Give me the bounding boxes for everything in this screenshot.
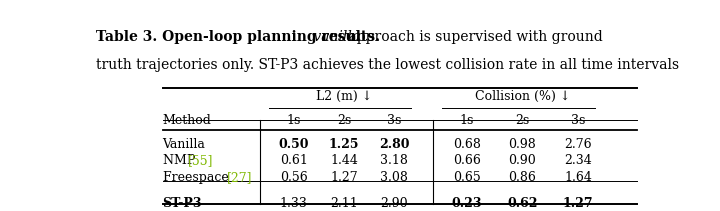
Text: 0.98: 0.98 bbox=[508, 138, 536, 151]
Text: 1.27: 1.27 bbox=[563, 197, 593, 210]
Text: 0.50: 0.50 bbox=[279, 138, 309, 151]
Text: ST-P3: ST-P3 bbox=[163, 197, 202, 210]
Text: 1.64: 1.64 bbox=[564, 171, 592, 184]
Text: 1s: 1s bbox=[459, 114, 474, 127]
Text: 0.86: 0.86 bbox=[508, 171, 536, 184]
Text: 2.11: 2.11 bbox=[330, 197, 358, 210]
Text: NMP: NMP bbox=[163, 154, 199, 168]
Text: Vanilla: Vanilla bbox=[163, 138, 205, 151]
Text: Method: Method bbox=[163, 114, 212, 127]
Text: 0.65: 0.65 bbox=[453, 171, 480, 184]
Text: 0.23: 0.23 bbox=[451, 197, 482, 210]
Text: 1.44: 1.44 bbox=[330, 154, 358, 168]
Text: 1s: 1s bbox=[287, 114, 301, 127]
Text: 3.08: 3.08 bbox=[380, 171, 408, 184]
Text: 2s: 2s bbox=[516, 114, 530, 127]
Text: 0.68: 0.68 bbox=[453, 138, 480, 151]
Text: 3s: 3s bbox=[571, 114, 585, 127]
Text: 0.56: 0.56 bbox=[280, 171, 307, 184]
Text: 2.76: 2.76 bbox=[564, 138, 592, 151]
Text: truth trajectories only. ST-P3 achieves the lowest collision rate in all time in: truth trajectories only. ST-P3 achieves … bbox=[96, 58, 679, 72]
Text: [27]: [27] bbox=[227, 171, 252, 184]
Text: 2s: 2s bbox=[337, 114, 351, 127]
Text: [55]: [55] bbox=[188, 154, 214, 168]
Text: Freespace: Freespace bbox=[163, 171, 233, 184]
Text: L2 (m) ↓: L2 (m) ↓ bbox=[316, 90, 372, 103]
Text: 1.27: 1.27 bbox=[330, 171, 358, 184]
Text: Collision (%) ↓: Collision (%) ↓ bbox=[474, 90, 570, 103]
Text: approach is supervised with ground: approach is supervised with ground bbox=[344, 30, 603, 44]
Text: 3.18: 3.18 bbox=[380, 154, 408, 168]
Text: Table 3. Open-loop planning results.: Table 3. Open-loop planning results. bbox=[96, 30, 379, 44]
Text: 0.61: 0.61 bbox=[280, 154, 307, 168]
Text: 1.33: 1.33 bbox=[280, 197, 307, 210]
Text: 3s: 3s bbox=[387, 114, 401, 127]
Text: 0.66: 0.66 bbox=[453, 154, 480, 168]
Text: 0.90: 0.90 bbox=[508, 154, 536, 168]
Text: 0.62: 0.62 bbox=[507, 197, 538, 210]
Text: 2.90: 2.90 bbox=[380, 197, 408, 210]
Text: 2.34: 2.34 bbox=[564, 154, 592, 168]
Text: 1.25: 1.25 bbox=[328, 138, 359, 151]
Text: 2.80: 2.80 bbox=[379, 138, 410, 151]
Text: vanilla: vanilla bbox=[310, 30, 361, 44]
